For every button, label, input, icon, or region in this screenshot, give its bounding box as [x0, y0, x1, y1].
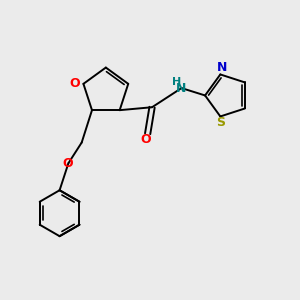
Text: O: O — [141, 133, 152, 146]
Text: O: O — [70, 77, 80, 90]
Text: N: N — [176, 82, 187, 94]
Text: S: S — [216, 116, 225, 129]
Text: H: H — [172, 76, 181, 87]
Text: N: N — [217, 61, 227, 74]
Text: O: O — [62, 157, 73, 170]
